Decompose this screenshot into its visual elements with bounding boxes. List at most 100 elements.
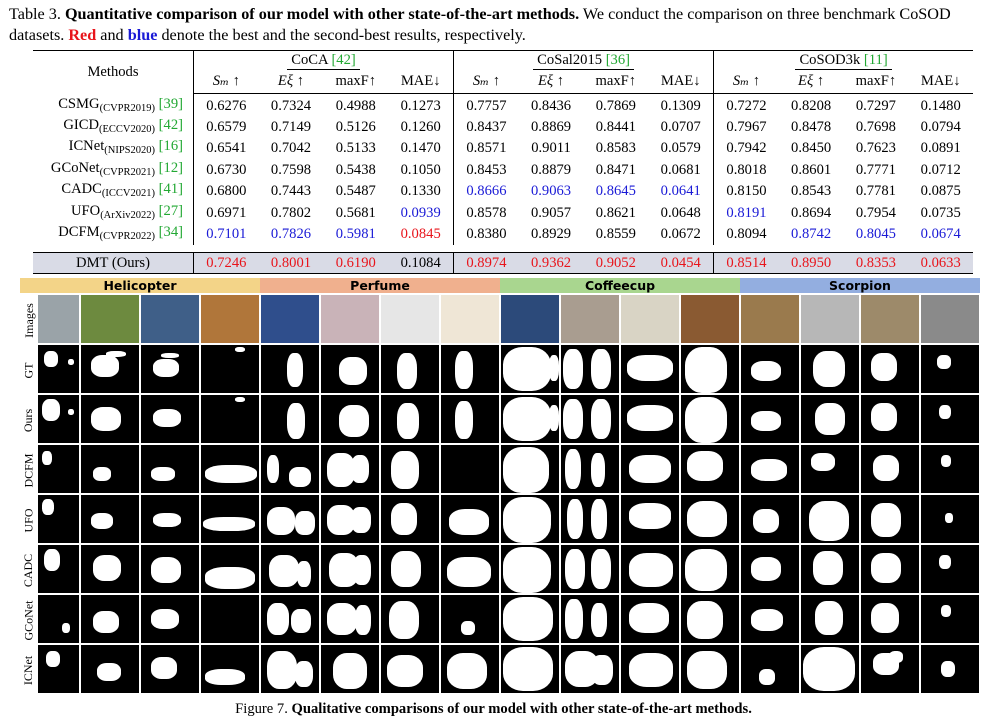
mask-blob (235, 397, 245, 402)
mask-blob (809, 501, 849, 541)
saliency-map (381, 595, 439, 643)
saliency-map (561, 395, 619, 443)
dataset-ref: [11] (863, 51, 888, 68)
mask-blob (503, 347, 551, 391)
table-row: ICNet(NIPS2020) [16] 0.6541 0.7042 0.5133 0.… (33, 138, 973, 160)
ours-cell: 0.0633 (908, 252, 973, 275)
metric-header: Eξ ↑ (518, 71, 584, 94)
mask-blob (397, 403, 419, 439)
row-label-text: DCFM (21, 452, 36, 488)
dataset-header: CoCA [42] (192, 50, 454, 71)
ours-cell: 0.9052 (583, 252, 649, 275)
saliency-map (621, 645, 679, 693)
mask-blob (685, 549, 727, 591)
ours-cell: 0.8353 (843, 252, 909, 275)
table-cell: 0.8478 (791, 118, 832, 135)
mask-blob (205, 567, 255, 589)
saliency-map (801, 595, 859, 643)
method-label: CSMG (58, 95, 100, 112)
table-cell: 0.8543 (791, 183, 832, 200)
mask-blob (591, 349, 611, 389)
sample-image (501, 295, 559, 343)
mask-blob (627, 355, 673, 381)
table-cell: 0.7954 (855, 204, 896, 221)
ours-cell: 0.8001 (258, 252, 324, 275)
mask-blob (937, 355, 951, 369)
table-cell: 0.0845 (400, 225, 441, 242)
table-cell: 0.8453 (453, 159, 519, 182)
table-cell: 0.8208 (791, 97, 832, 114)
mask-blob (42, 499, 54, 515)
saliency-map (381, 345, 439, 393)
sample-image (801, 295, 859, 343)
saliency-map (141, 595, 199, 643)
saliency-map (861, 645, 919, 693)
table-cell: 0.1330 (400, 183, 441, 200)
mask-blob (205, 669, 245, 685)
table-cell: 0.6541 (192, 138, 259, 160)
method-name: ICNet(NIPS2020) [16] (33, 138, 194, 159)
saliency-map (321, 645, 379, 693)
mask-blob (751, 609, 783, 631)
table-cell: 0.8571 (453, 138, 519, 160)
table-cell: 0.8694 (791, 204, 832, 221)
saliency-map (81, 395, 139, 443)
table-cell: 0.8621 (595, 204, 636, 221)
mask-blob (68, 359, 74, 365)
method-label: ICNet (68, 138, 105, 155)
method-name: DCFM(CVPR2022) [34] (33, 224, 194, 245)
method-ref: [41] (158, 181, 183, 198)
table-cell: 0.0672 (660, 225, 701, 242)
saliency-map (861, 445, 919, 493)
mask-blob (449, 509, 489, 535)
method-name: UFO(ArXiv2022) [27] (33, 203, 194, 224)
dataset-header: CoSal2015 [36] (453, 50, 714, 71)
table-cell: 0.0794 (920, 118, 961, 135)
table-cell: 0.8380 (453, 223, 519, 246)
figure-caption: Figure 7. Qualitative comparisons of our… (0, 701, 987, 718)
table-cell: 0.8094 (713, 223, 779, 246)
saliency-map (321, 395, 379, 443)
table-cell: 0.7826 (270, 225, 312, 242)
method-ref: [39] (158, 95, 183, 112)
table-cell: 0.7598 (270, 161, 312, 178)
mask-blob (629, 553, 673, 587)
saliency-map (501, 595, 559, 643)
mask-blob (563, 349, 583, 389)
sample-image (561, 295, 619, 343)
mask-blob (941, 455, 951, 467)
method-venue: (NIPS2020) (104, 145, 156, 157)
mask-blob (151, 557, 181, 583)
mask-blob (291, 609, 311, 633)
mask-blob (235, 347, 245, 352)
sample-image (441, 295, 499, 343)
saliency-map (921, 395, 979, 443)
sample-image (201, 295, 259, 343)
saliency-map (681, 495, 739, 543)
metric-header: Eξ ↑ (778, 71, 844, 94)
saliency-map (621, 395, 679, 443)
mask-blob (591, 399, 611, 439)
saliency-map (261, 345, 319, 393)
table-cell: 0.0939 (400, 204, 441, 221)
saliency-map (321, 445, 379, 493)
table-caption-title: Quantitative comparison of our model wit… (64, 5, 580, 23)
dataset-ref: [36] (605, 51, 631, 68)
row-label-text: ICNet (21, 655, 36, 685)
dataset-header: CoSOD3k [11] (713, 50, 973, 71)
mask-blob (287, 353, 303, 387)
mask-blob (205, 465, 257, 483)
saliency-map (321, 495, 379, 543)
saliency-map (261, 445, 319, 493)
table-cell: 0.0707 (660, 118, 701, 135)
mask-blob (687, 601, 723, 639)
mask-blob (565, 599, 583, 639)
ours-cell: 0.8974 (453, 252, 519, 275)
table-cell: 0.0875 (920, 183, 961, 200)
mask-blob (295, 661, 313, 687)
row-label-ufo: UFO (20, 495, 38, 545)
saliency-map (38, 395, 79, 443)
method-ref: [27] (158, 202, 183, 219)
saliency-map (141, 345, 199, 393)
table-cell: 0.8471 (595, 161, 636, 178)
